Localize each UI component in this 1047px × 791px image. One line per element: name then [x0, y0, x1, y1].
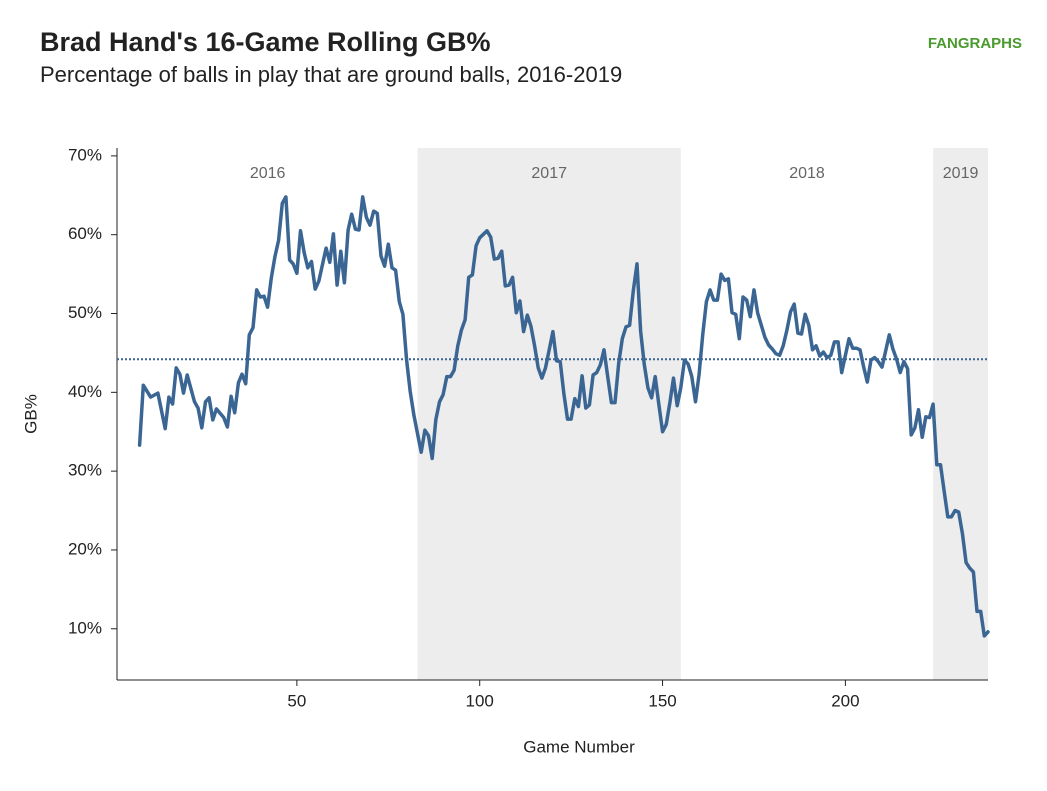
year-label: 2016 — [250, 165, 286, 182]
x-tick-label: 200 — [831, 691, 859, 710]
year-label: 2019 — [943, 165, 979, 182]
year-label: 2018 — [789, 165, 825, 182]
x-tick-label: 100 — [466, 691, 494, 710]
logo: FANGRAPHS — [928, 35, 1022, 52]
y-axis-label: GB% — [21, 394, 40, 434]
y-tick-label: 70% — [68, 145, 102, 164]
y-tick-label: 60% — [68, 224, 102, 243]
y-tick-label: 30% — [68, 461, 102, 480]
year-band — [933, 148, 988, 680]
y-tick-label: 40% — [68, 382, 102, 401]
chart-subtitle: Percentage of balls in play that are gro… — [40, 62, 622, 87]
x-tick-label: 50 — [287, 691, 306, 710]
year-band — [417, 148, 681, 680]
x-axis-label: Game Number — [523, 737, 635, 756]
gb-line — [137, 195, 990, 638]
y-tick-label: 50% — [68, 303, 102, 322]
year-label: 2017 — [531, 165, 567, 182]
y-tick-label: 10% — [68, 618, 102, 637]
y-tick-label: 20% — [68, 539, 102, 558]
chart-title: Brad Hand's 16-Game Rolling GB% — [40, 27, 491, 57]
x-tick-label: 150 — [648, 691, 676, 710]
